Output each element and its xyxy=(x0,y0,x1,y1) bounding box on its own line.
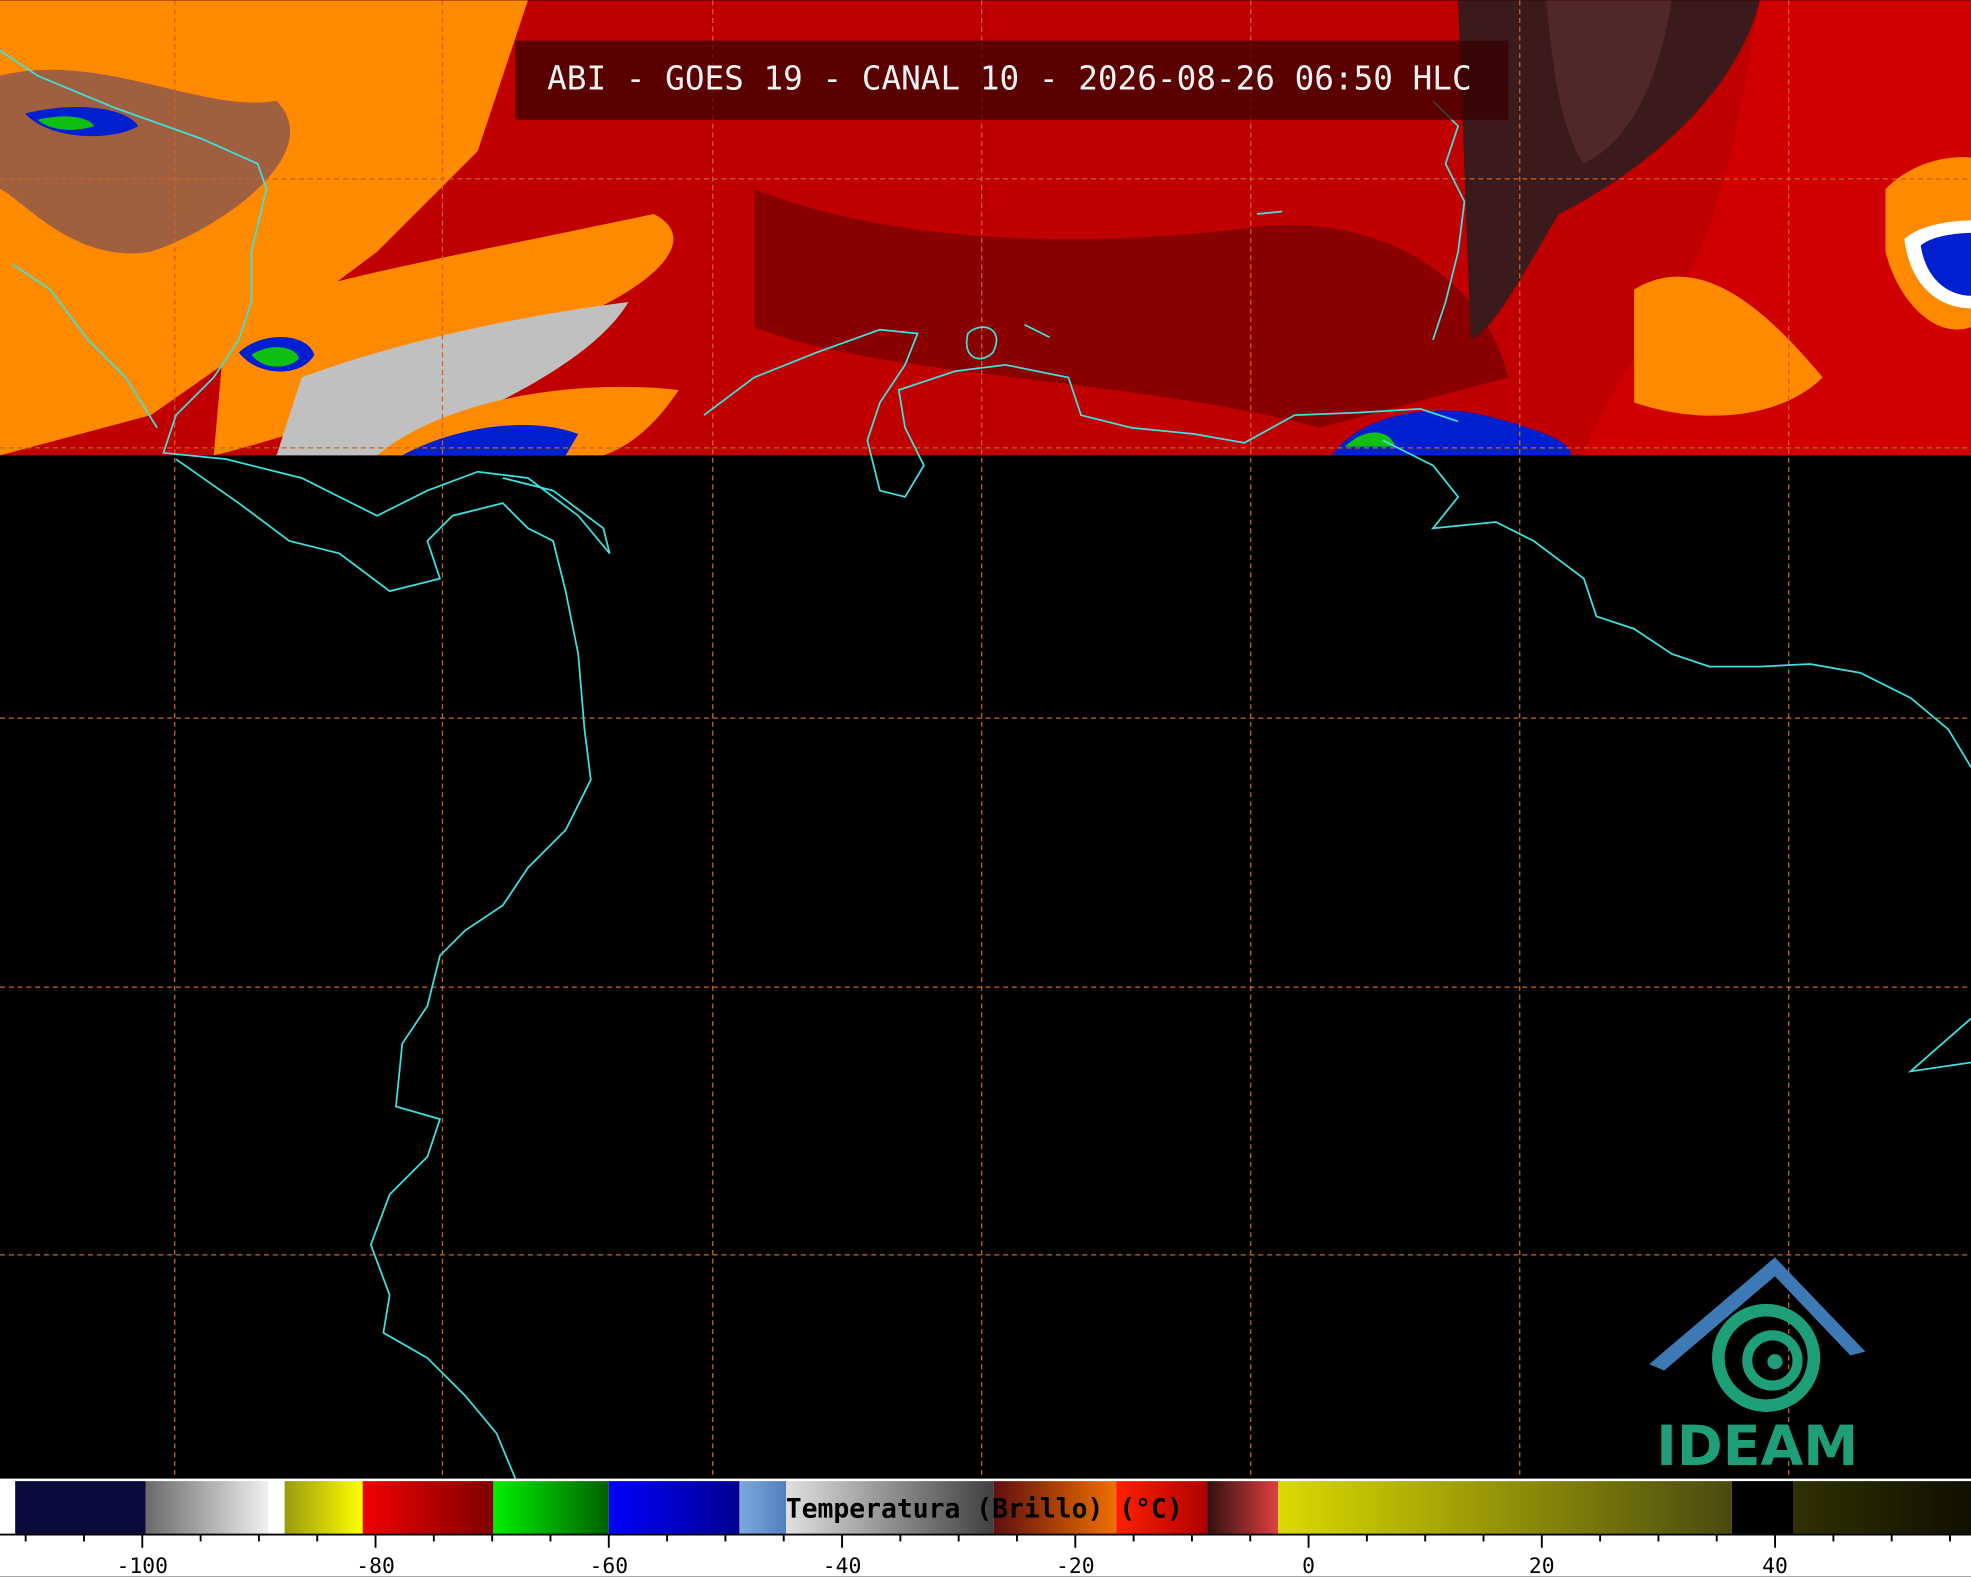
title-box xyxy=(515,40,1509,120)
colorbar-segment xyxy=(1278,1481,1732,1534)
colorbar-segment xyxy=(1116,1481,1208,1534)
colorbar: Temperatura (Brillo) (°C) -100 -80 -60 -40 -2… xyxy=(0,1481,1971,1577)
colorbar-segment xyxy=(1793,1481,1971,1534)
colorbar-segment xyxy=(15,1481,146,1534)
colorbar-segment xyxy=(608,1481,740,1534)
tick-label: 0 xyxy=(1302,1554,1315,1577)
colorbar-segment xyxy=(362,1481,494,1534)
colorbar-segment xyxy=(786,1481,994,1534)
colorbar-segment xyxy=(1731,1481,1794,1534)
tick-label: -100 xyxy=(117,1554,168,1577)
tick-label: -20 xyxy=(1056,1554,1095,1577)
colorbar-label: Temperatura (Brillo) (°C) xyxy=(786,1495,1183,1525)
colorbar-segment xyxy=(1207,1481,1279,1534)
colorbar-segment xyxy=(268,1481,285,1534)
tick-label: -80 xyxy=(356,1554,395,1577)
tick-label: 40 xyxy=(1762,1554,1788,1577)
title: ABI - GOES 19 - CANAL 10 - 2026-08-26 06… xyxy=(547,60,1471,98)
colorbar-segment xyxy=(284,1481,363,1534)
tick-label: -60 xyxy=(589,1554,628,1577)
tick-label: 20 xyxy=(1529,1554,1555,1577)
colorbar-segment xyxy=(493,1481,609,1534)
graticule xyxy=(0,0,1971,1479)
colorbar-segment xyxy=(993,1481,1117,1534)
colorbar-segment xyxy=(145,1481,269,1534)
colorbar-segment xyxy=(739,1481,787,1534)
logo: IDEAM xyxy=(1649,1257,1866,1479)
logo-text: IDEAM xyxy=(1656,1415,1858,1479)
coastlines xyxy=(0,49,1971,1479)
tick-label: -40 xyxy=(823,1554,862,1577)
colorbar-segment xyxy=(0,1481,16,1534)
